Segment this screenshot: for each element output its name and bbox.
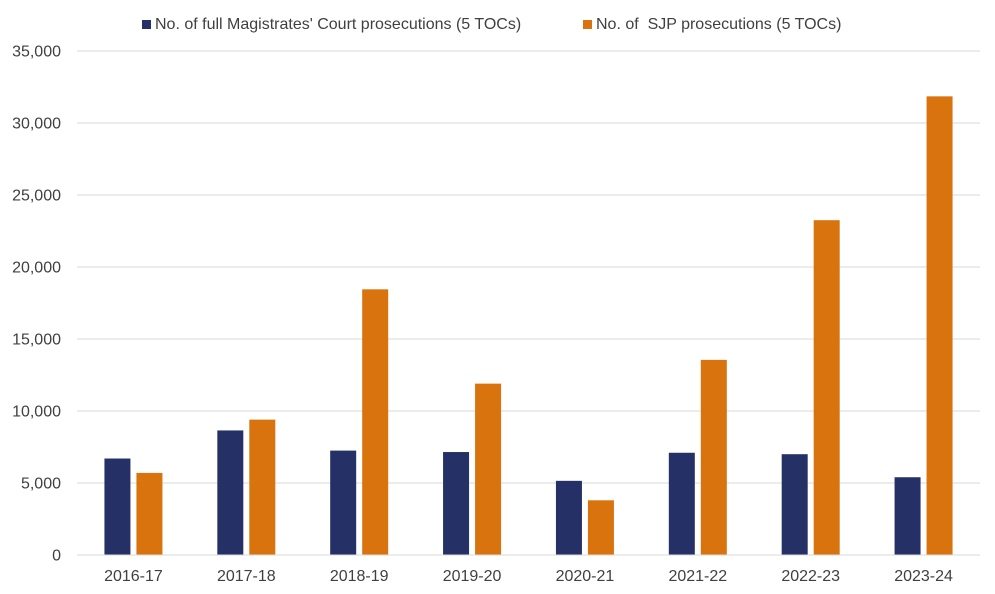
legend-label: No. of SJP prosecutions (5 TOCs) [596, 16, 841, 33]
y-tick-label: 35,000 [12, 44, 61, 61]
y-tick-label: 0 [52, 548, 61, 565]
x-tick-label: 2019-20 [443, 568, 502, 585]
bar-series-0-2019-20 [443, 452, 470, 555]
y-tick-label: 5,000 [21, 476, 61, 493]
y-tick-label: 15,000 [12, 332, 61, 349]
bar-series-1-2023-24 [926, 96, 953, 556]
bar-series-0-2020-21 [555, 480, 582, 555]
x-tick-label: 2021-22 [668, 568, 727, 585]
axes: 0 5,000 10,000 15,000 20,000 25,000 30,000 35,0… [12, 44, 980, 585]
bar-series-1-2016-17 [136, 472, 163, 555]
legend-swatch [583, 20, 592, 29]
bar-series-0-2016-17 [104, 458, 131, 555]
y-tick-label: 10,000 [12, 404, 61, 421]
legend: No. of full Magistrates' Court prosecuti… [142, 16, 841, 33]
x-tick-label: 2018-19 [330, 568, 389, 585]
legend-swatch [142, 20, 151, 29]
x-tick-label: 2023-24 [894, 568, 953, 585]
bar-series-0-2023-24 [894, 477, 921, 555]
y-tick-label: 25,000 [12, 188, 61, 205]
bar-series-1-2018-19 [362, 289, 389, 555]
x-tick-label: 2017-18 [217, 568, 276, 585]
x-tick-label: 2020-21 [556, 568, 615, 585]
bar-series-0-2017-18 [217, 430, 244, 555]
bar-series-0-2018-19 [330, 450, 357, 555]
bar-series-1-2021-22 [700, 359, 727, 555]
bar-series-0-2022-23 [781, 454, 808, 555]
bar-series-1-2019-20 [475, 383, 502, 555]
y-tick-label: 30,000 [12, 116, 61, 133]
legend-label: No. of full Magistrates' Court prosecuti… [155, 16, 521, 33]
bar-series-1-2017-18 [249, 419, 276, 555]
bar-series-1-2022-23 [813, 220, 840, 555]
bar-series-0-2021-22 [668, 452, 695, 555]
x-tick-label: 2022-23 [781, 568, 840, 585]
gridlines [77, 50, 980, 484]
y-tick-label: 20,000 [12, 260, 61, 277]
bar-series-1-2020-21 [587, 500, 614, 555]
x-tick-label: 2016-17 [104, 568, 163, 585]
bars [104, 96, 953, 556]
